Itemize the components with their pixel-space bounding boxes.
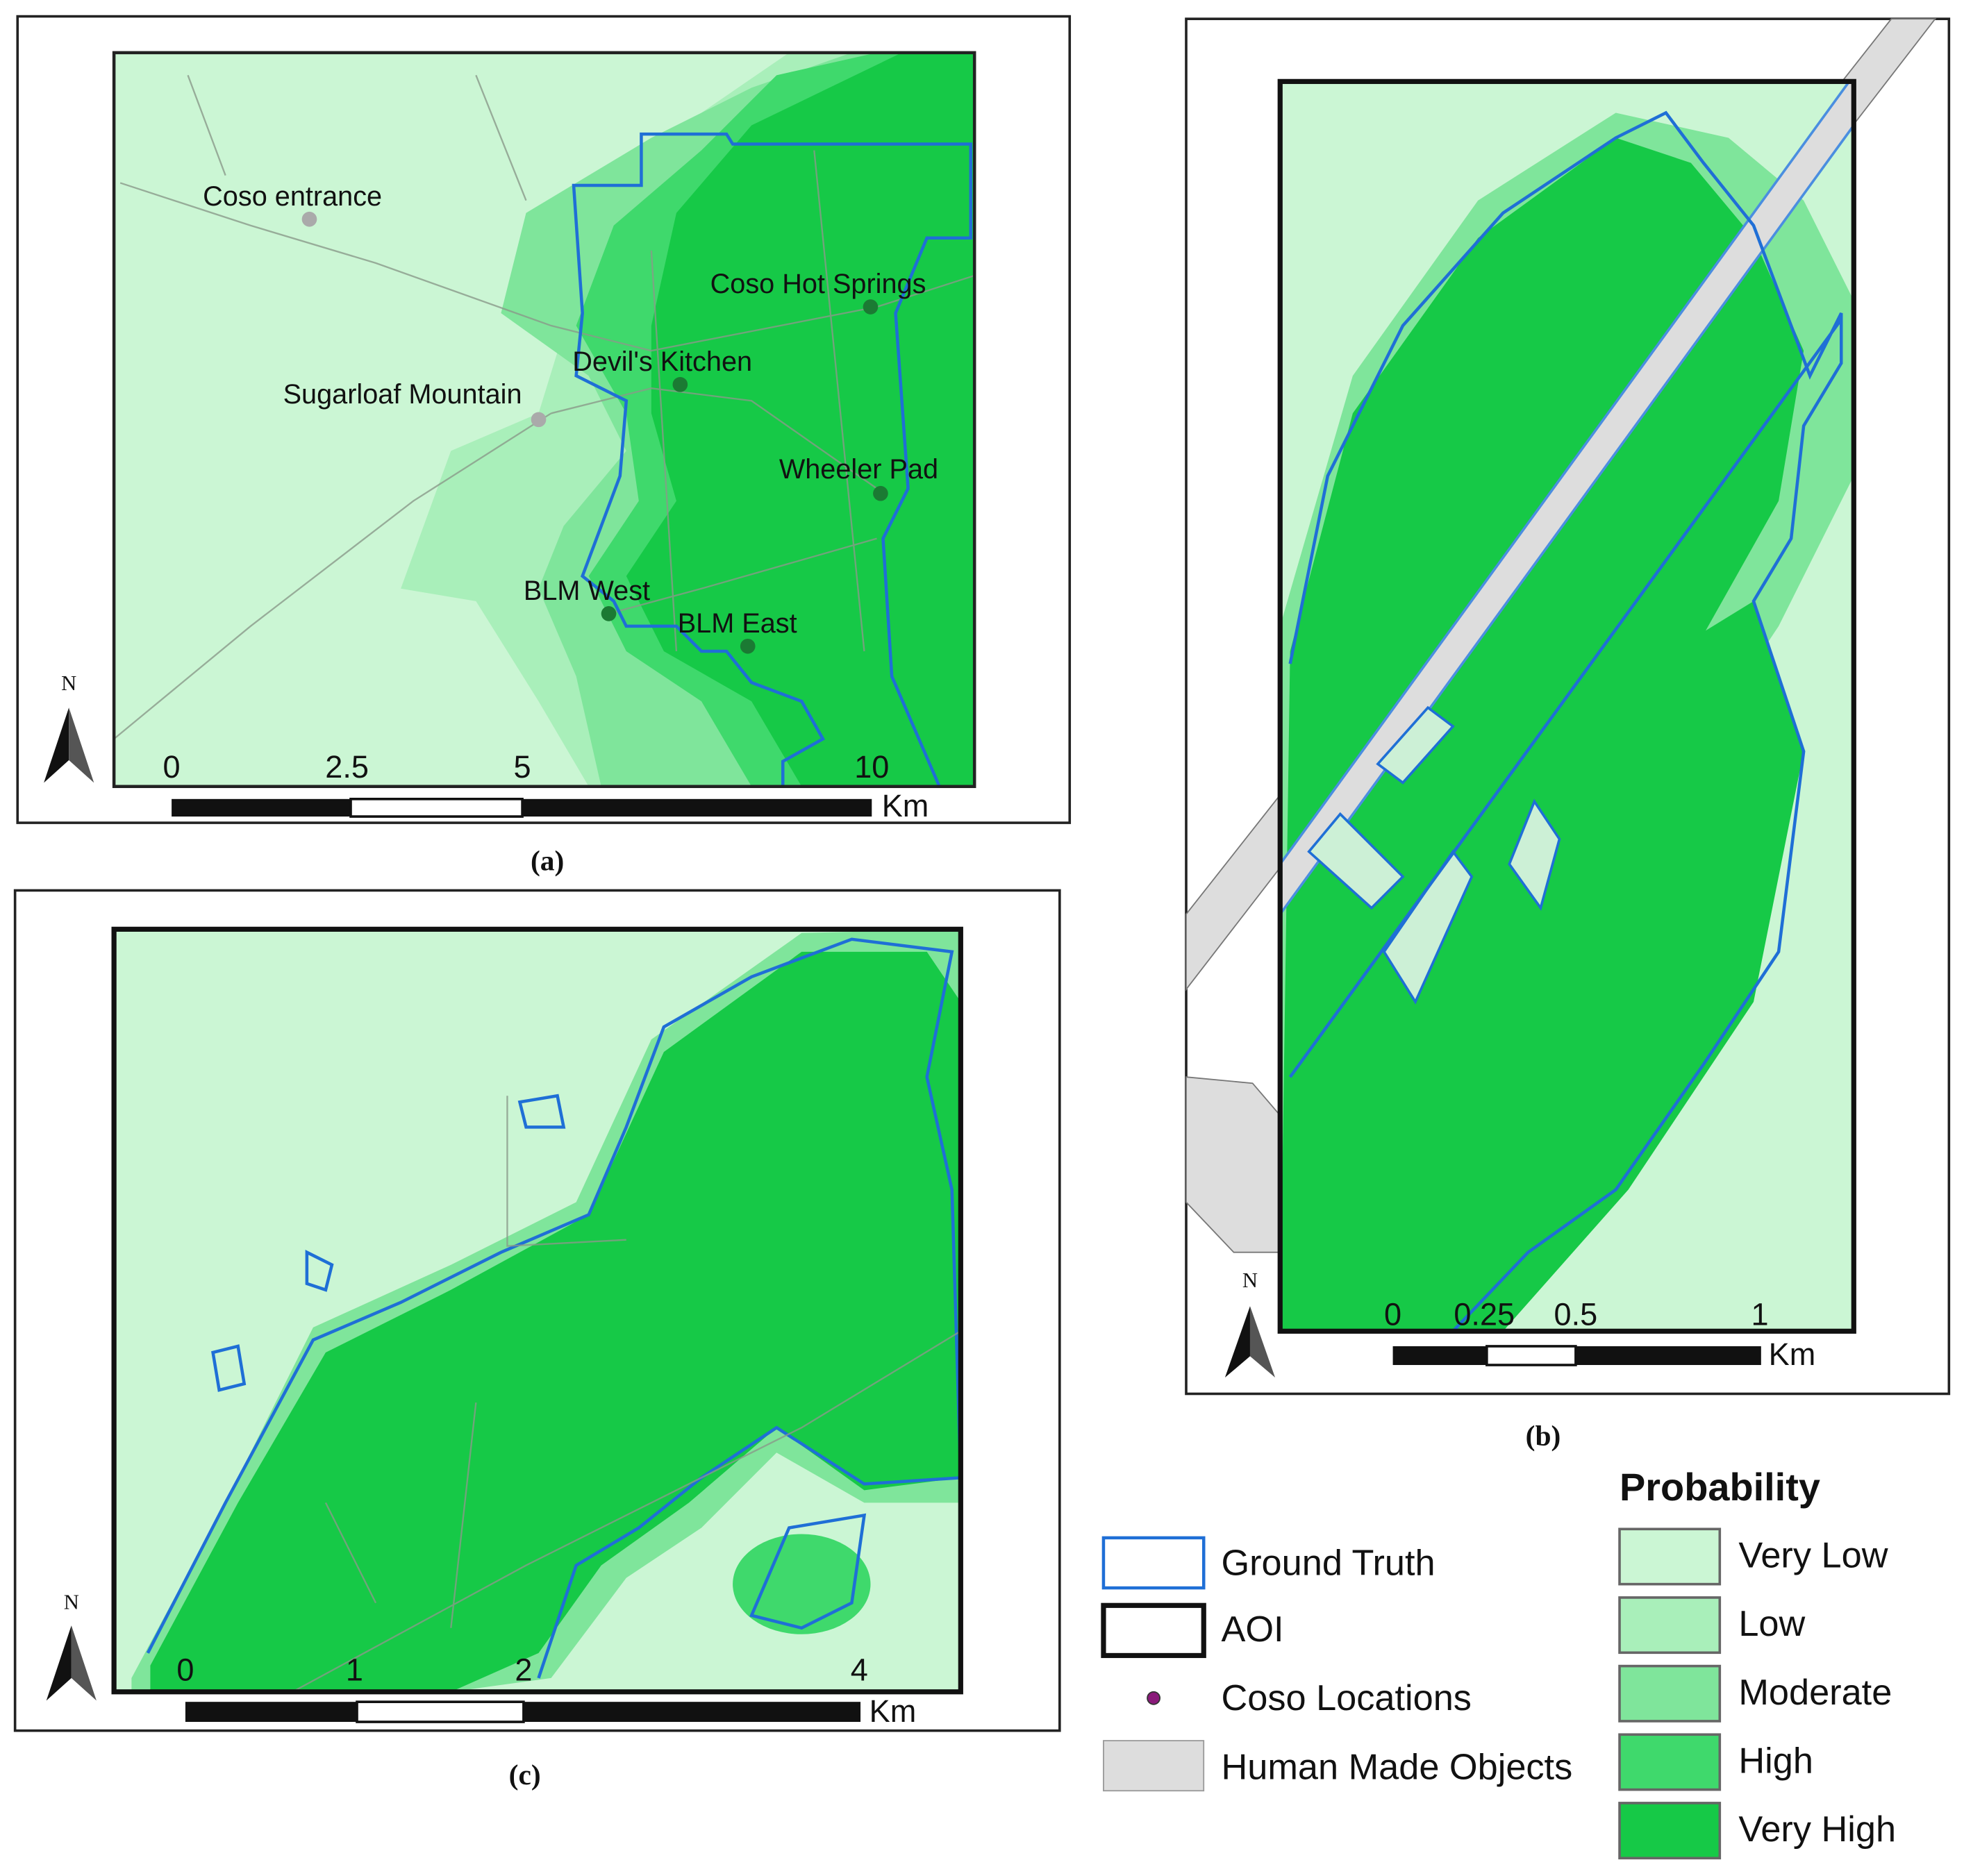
scale-bar [356, 1700, 525, 1723]
scale-label: 0.25 [1454, 1296, 1515, 1332]
map-a [114, 52, 975, 787]
legend-swatch [1618, 1527, 1722, 1586]
panel-caption: (b) [1526, 1419, 1561, 1452]
scale-label: 1 [346, 1652, 363, 1688]
panel-caption: (a) [531, 845, 564, 878]
legend-label: Ground Truth [1221, 1543, 1435, 1583]
map-c [114, 929, 961, 1692]
legend-swatch [1618, 1664, 1722, 1723]
place-dot [863, 299, 879, 315]
legend-label: Moderate [1738, 1673, 1892, 1713]
scale-label: 2.5 [325, 749, 369, 785]
human-made-object [1307, 705, 1561, 1005]
ground-truth [146, 937, 961, 1679]
scale-unit: Km [882, 788, 929, 823]
scale-bar [1575, 1346, 1761, 1366]
legend-label: Very Low [1738, 1536, 1888, 1576]
legend-label: Very High [1738, 1809, 1896, 1850]
place-label: Devil's Kitchen [572, 346, 752, 377]
place-label: Coso Hot Springs [710, 269, 926, 299]
north-label: N [1242, 1268, 1258, 1292]
place-label: BLM West [524, 576, 650, 606]
prob-area [150, 951, 961, 1692]
ground-truth [572, 132, 973, 787]
legend-swatch [1147, 1691, 1161, 1705]
scale-label: 0.5 [1554, 1296, 1598, 1332]
north-label: N [64, 1591, 79, 1614]
aoi-frame [1277, 78, 1856, 1334]
scale-bar [1392, 1346, 1487, 1366]
aoi-frame [111, 926, 963, 1695]
prob-area [1280, 137, 1804, 1332]
scale-label: 2 [515, 1652, 532, 1688]
scale-label: 0 [1384, 1296, 1401, 1332]
panel-caption: (c) [509, 1759, 541, 1791]
scale-bar [349, 798, 524, 818]
legend-label: Human Made Objects [1221, 1747, 1572, 1787]
scale-bar [523, 1702, 861, 1723]
scale-bar [185, 1702, 358, 1723]
scale-bar [172, 798, 351, 817]
scale-unit: Km [869, 1693, 917, 1729]
scale-label: 10 [854, 749, 889, 785]
place-dot [873, 485, 888, 501]
legend-swatch [1101, 1602, 1206, 1659]
road [290, 1096, 961, 1692]
prob-area [733, 1534, 871, 1634]
place-label: Sugarloaf Mountain [283, 379, 522, 410]
probability-legend: Very Low Low Moderate High Very High [1618, 1527, 1896, 1860]
legend-swatch [1101, 1536, 1206, 1590]
scale-label: 1 [1751, 1296, 1768, 1332]
place-dot [740, 638, 756, 654]
road [114, 74, 975, 740]
scale-bar [522, 798, 872, 817]
north-arrow [69, 707, 94, 783]
legend-swatch [1618, 1596, 1722, 1655]
legend-title: Probability [1620, 1465, 1820, 1509]
place-dot [301, 211, 317, 227]
legend-swatch [1618, 1802, 1722, 1860]
ground-truth [1288, 110, 1843, 1332]
legend-swatch [1618, 1733, 1722, 1791]
scale-bar [1486, 1345, 1577, 1366]
north-arrow [1249, 1306, 1276, 1378]
legend-label: Coso Locations [1221, 1678, 1471, 1718]
scale-unit: Km [1769, 1337, 1816, 1372]
legend-label: High [1738, 1741, 1813, 1782]
scale-label: 0 [163, 749, 181, 785]
legend-label: Low [1738, 1604, 1805, 1644]
place-label: Wheeler Pad [779, 454, 938, 485]
north-label: N [61, 671, 76, 695]
place-label: BLM East [678, 608, 797, 639]
legend-swatch [1103, 1740, 1205, 1792]
human-made-object [1280, 81, 1854, 916]
place-dot [601, 606, 617, 621]
legend-label: AOI [1221, 1609, 1283, 1650]
scale-label: 4 [851, 1652, 868, 1688]
aoi-frame [112, 51, 976, 789]
scale-label: 5 [514, 749, 531, 785]
scale-label: 0 [176, 1652, 194, 1688]
place-dot [531, 412, 547, 428]
place-dot [672, 377, 688, 392]
map-b [1280, 81, 1854, 1332]
place-label: Coso entrance [203, 181, 382, 212]
